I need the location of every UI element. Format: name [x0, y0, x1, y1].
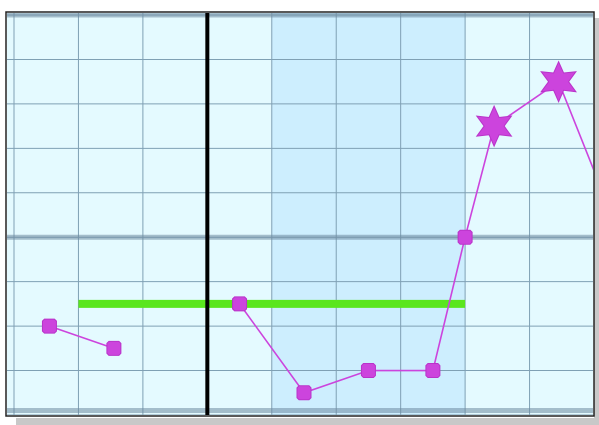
series-line — [464, 80, 593, 238]
square-marker — [106, 340, 122, 356]
square-marker — [296, 385, 312, 401]
star-marker — [540, 60, 577, 103]
square-marker — [360, 363, 376, 379]
plot-area — [7, 13, 593, 415]
drop-shadow — [16, 418, 594, 425]
highlight-band — [271, 13, 466, 415]
drop-shadow-side — [594, 18, 599, 425]
star-marker — [475, 104, 513, 148]
square-marker — [232, 296, 248, 312]
square-marker — [457, 229, 473, 245]
square-marker — [41, 318, 57, 334]
series-line — [49, 325, 115, 350]
square-marker — [425, 363, 441, 379]
